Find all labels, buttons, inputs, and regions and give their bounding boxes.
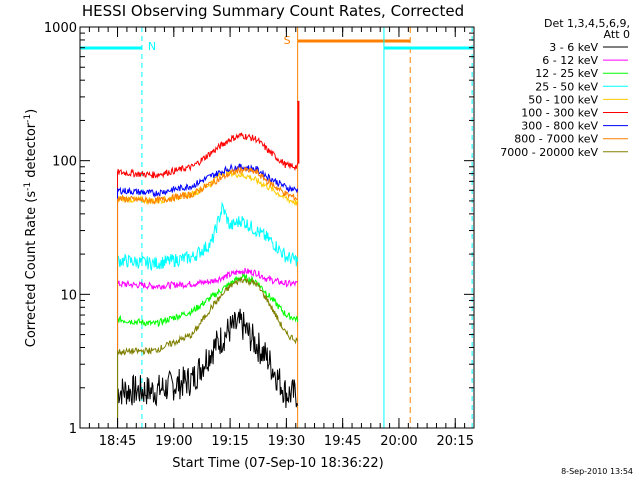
- y-axis-label-part3: ): [24, 109, 39, 114]
- footer-timestamp: 8-Sep-2010 13:54: [561, 467, 633, 476]
- y-axis-label-sup2: -1: [23, 114, 33, 123]
- legend-entry-label: 6 - 12 keV: [542, 54, 598, 67]
- y-axis-label-part1: Corrected Count Rate (s: [24, 191, 39, 348]
- x-tick-label: 18:45: [99, 434, 136, 449]
- series-line-3: [117, 272, 299, 328]
- x-tick-label: 19:30: [268, 434, 305, 449]
- series-line-9: [117, 276, 299, 357]
- series-line-4: [117, 201, 299, 272]
- series-line-1: [117, 308, 299, 409]
- series-line-7: [117, 163, 299, 198]
- legend-entry-label: 100 - 300 keV: [521, 107, 598, 120]
- flag-s-label: S: [284, 34, 291, 47]
- y-tick-label: 100: [52, 155, 77, 170]
- legend-entry-label: 12 - 25 keV: [535, 67, 598, 80]
- axes-layer: 1 10 100 1000 18:45 19:00 19:15 19:30 19:45 20:00…: [44, 21, 475, 449]
- x-tick-label: 20:00: [380, 434, 417, 449]
- legend-entry-label: 50 - 100 keV: [528, 93, 598, 106]
- y-tick-label: 10: [60, 288, 77, 303]
- legend-header-line1: Det 1,3,4,5,6,9,: [544, 17, 630, 30]
- plot-frame: [79, 26, 475, 429]
- y-axis-label-part2: detector: [24, 122, 39, 182]
- x-tick-label: 19:15: [211, 434, 248, 449]
- x-tick-label: 19:45: [324, 434, 361, 449]
- legend-entry-label: 3 - 6 keV: [549, 41, 598, 54]
- y-tick-label: 1: [69, 422, 77, 437]
- series-layer: [117, 100, 300, 428]
- series-line-8: [117, 165, 298, 206]
- x-tick-label: 20:15: [437, 434, 474, 449]
- series-line-6: [117, 132, 299, 179]
- legend-header-line2: Att 0: [604, 28, 630, 41]
- x-axis-label: Start Time (07-Sep-10 18:36:22): [172, 456, 383, 471]
- legend-entry-label: 25 - 50 keV: [535, 80, 598, 93]
- legend-entry-label: 7000 - 20000 keV: [500, 146, 598, 159]
- legend-entry-label: 300 - 800 keV: [521, 120, 598, 133]
- y-axis-label: Corrected Count Rate (s-1 detector-1): [23, 109, 39, 347]
- y-axis-label-sup1: -1: [23, 182, 33, 191]
- legend-entry-label: 800 - 7000 keV: [514, 133, 598, 146]
- series-line-2: [117, 267, 298, 291]
- y-tick-label: 1000: [44, 21, 77, 36]
- flag-n-label: N: [148, 40, 156, 53]
- x-tick-label: 19:00: [155, 434, 192, 449]
- chart-title: HESSI Observing Summary Count Rates, Cor…: [82, 2, 464, 20]
